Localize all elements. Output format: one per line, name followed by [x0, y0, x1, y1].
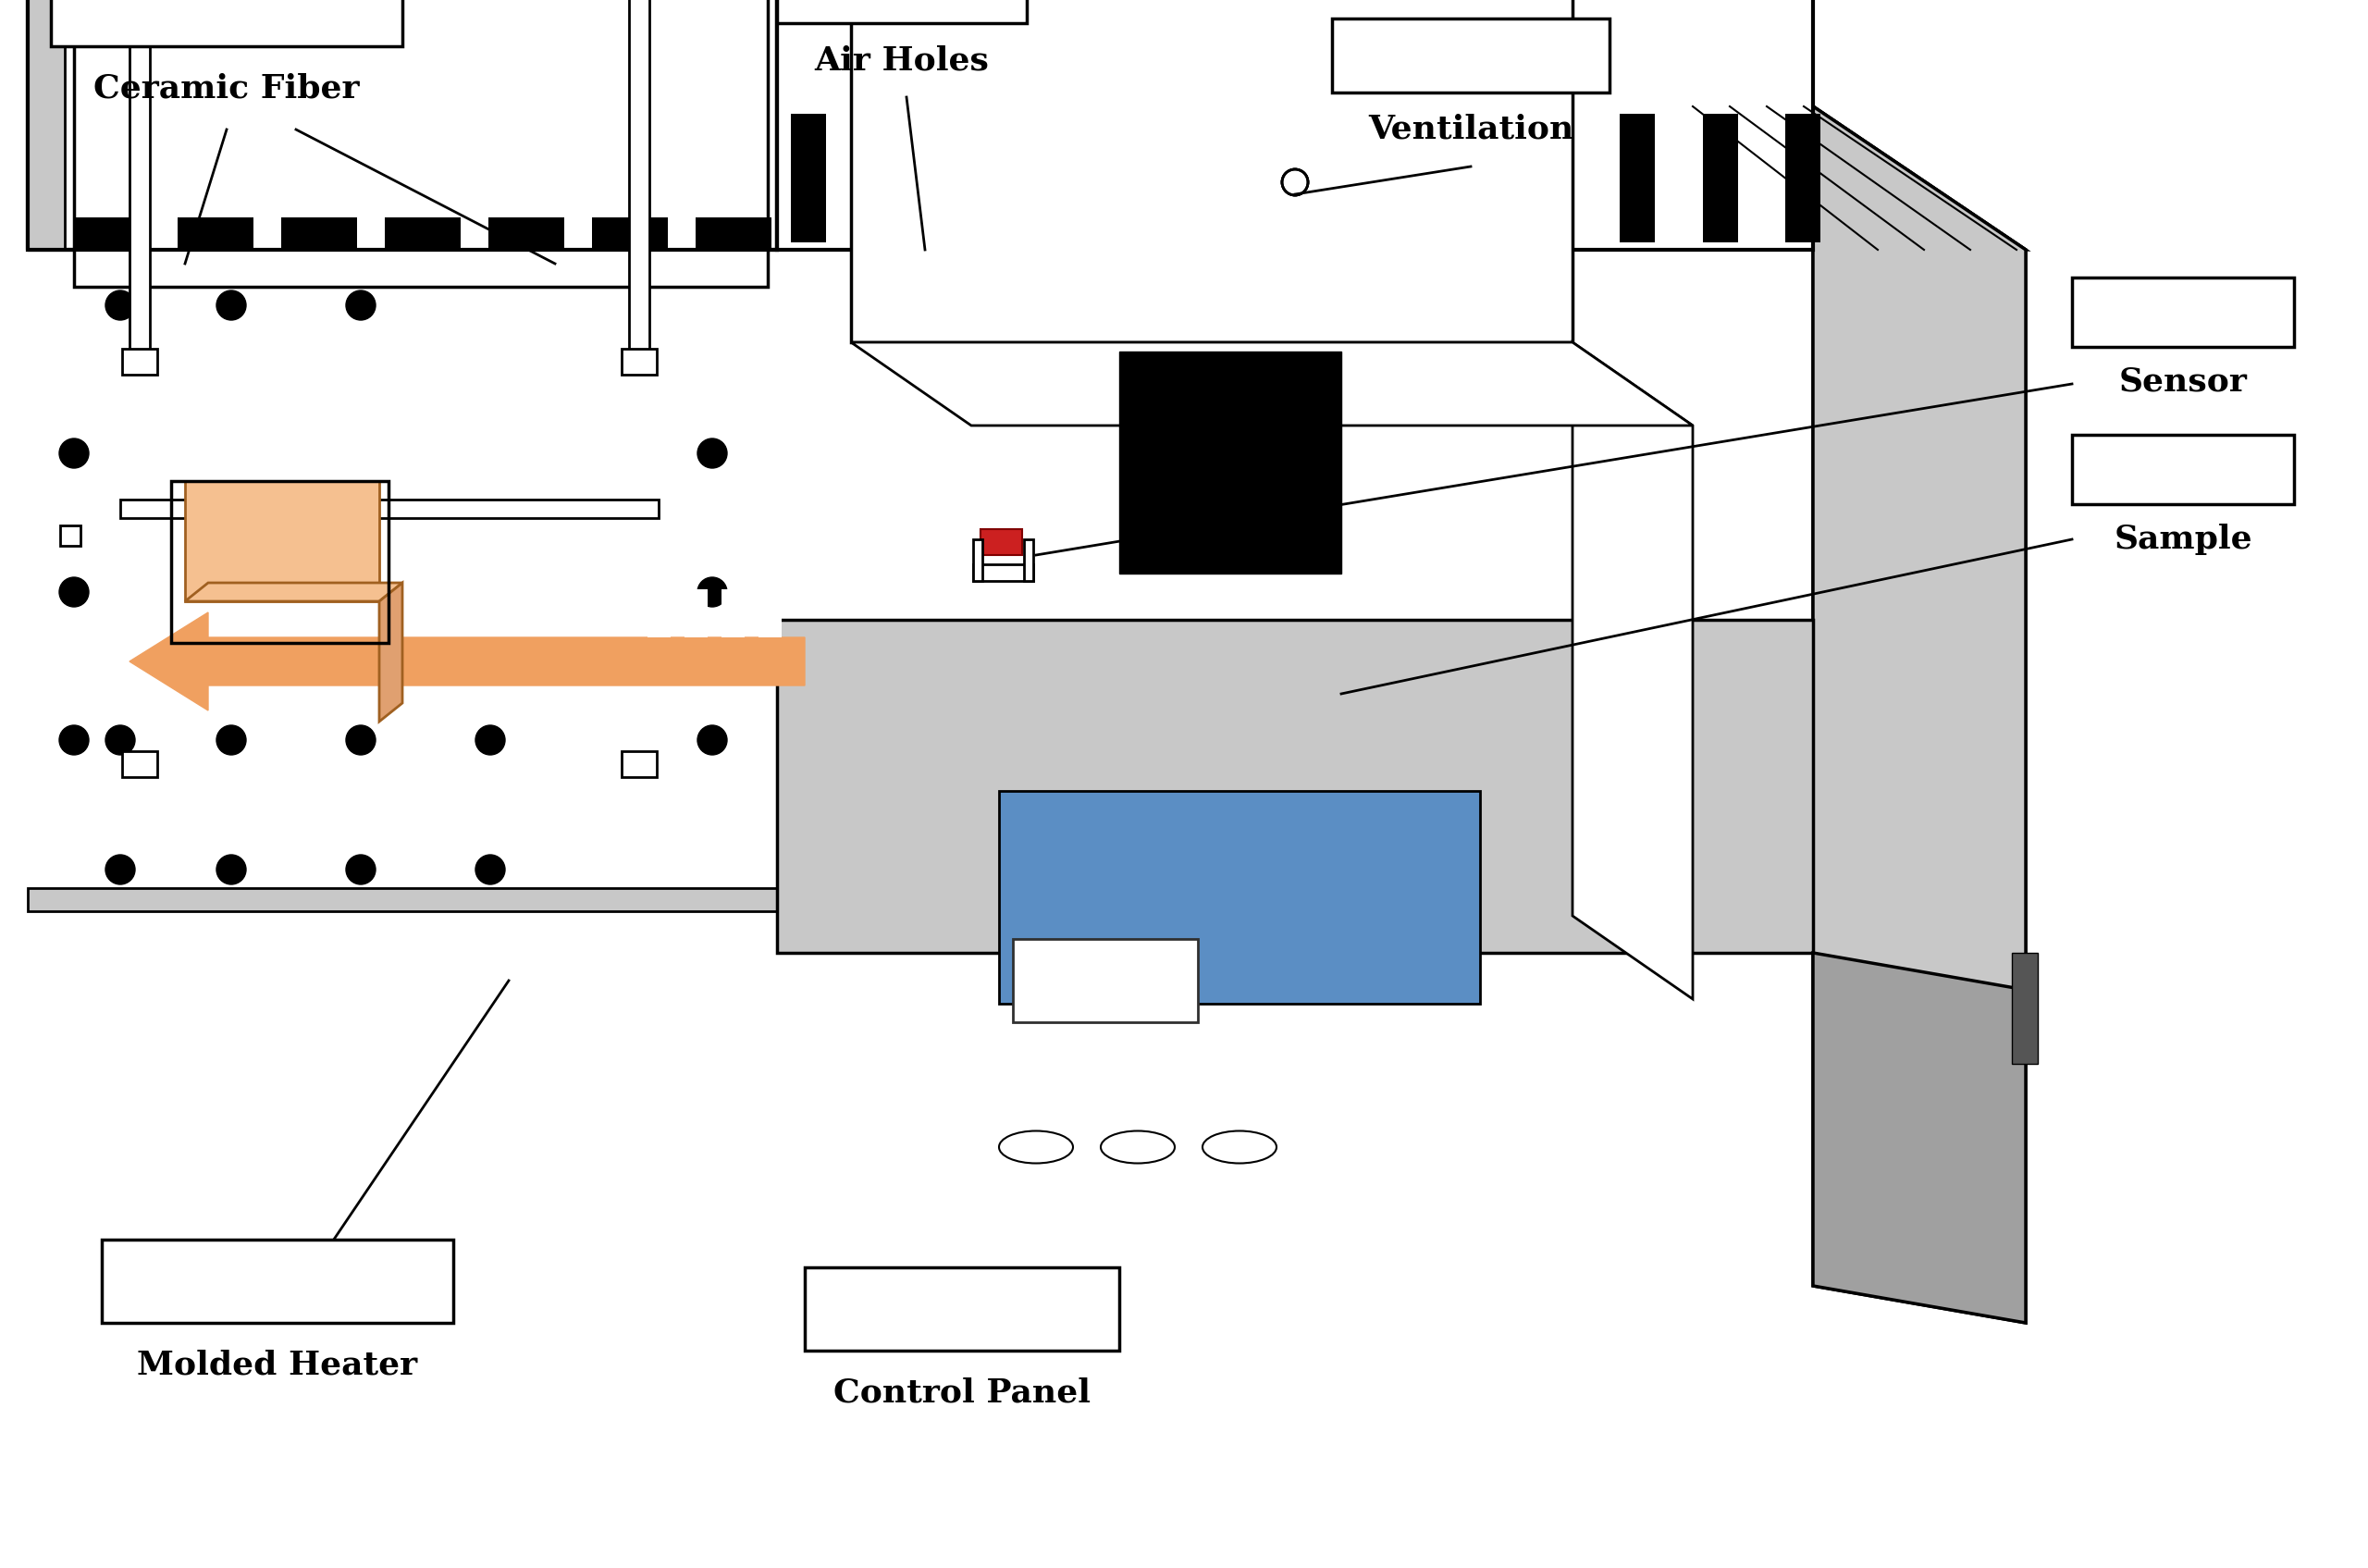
- Polygon shape: [957, 114, 992, 243]
- Bar: [2072, 434, 2295, 505]
- Circle shape: [346, 855, 377, 884]
- Circle shape: [346, 726, 377, 754]
- Bar: [185, 481, 379, 601]
- Bar: [28, 887, 777, 911]
- Polygon shape: [379, 583, 403, 721]
- Bar: [2013, 953, 2039, 1063]
- Bar: [620, 348, 656, 375]
- Polygon shape: [1814, 953, 2025, 1323]
- Bar: [73, 218, 149, 249]
- Bar: [73, 0, 767, 287]
- Bar: [1023, 539, 1032, 582]
- Polygon shape: [1703, 114, 1738, 243]
- Bar: [282, 218, 358, 249]
- Ellipse shape: [1203, 1131, 1276, 1163]
- Polygon shape: [1205, 114, 1241, 243]
- Text: Molded Heater: Molded Heater: [137, 1348, 417, 1380]
- Text: Control Panel: Control Panel: [834, 1377, 1092, 1408]
- Ellipse shape: [999, 1131, 1073, 1163]
- Bar: [1014, 939, 1198, 1022]
- Circle shape: [699, 577, 727, 607]
- Bar: [850, 0, 1572, 342]
- Circle shape: [107, 726, 135, 754]
- Polygon shape: [777, 107, 2025, 249]
- Circle shape: [215, 290, 246, 320]
- Bar: [592, 218, 668, 249]
- Polygon shape: [1371, 114, 1407, 243]
- Bar: [630, 0, 649, 361]
- Circle shape: [476, 726, 504, 754]
- Bar: [130, 0, 149, 361]
- Bar: [777, 0, 1028, 24]
- Polygon shape: [1288, 114, 1324, 243]
- Bar: [28, 0, 64, 249]
- Circle shape: [215, 726, 246, 754]
- Bar: [121, 500, 658, 517]
- Circle shape: [107, 855, 135, 884]
- Bar: [488, 218, 564, 249]
- Circle shape: [107, 290, 135, 320]
- Text: Ventilation: Ventilation: [1369, 114, 1575, 146]
- Ellipse shape: [1101, 1131, 1175, 1163]
- Polygon shape: [874, 114, 909, 243]
- Bar: [123, 348, 156, 375]
- Polygon shape: [1454, 114, 1489, 243]
- Bar: [2072, 278, 2295, 347]
- Bar: [102, 1240, 452, 1323]
- Bar: [758, 590, 781, 637]
- Bar: [722, 590, 744, 637]
- Bar: [980, 528, 1023, 555]
- Polygon shape: [791, 114, 826, 243]
- Bar: [28, 0, 777, 249]
- Bar: [684, 590, 708, 637]
- Circle shape: [59, 726, 90, 754]
- Bar: [50, 0, 403, 45]
- Bar: [646, 590, 670, 637]
- Bar: [28, 0, 777, 249]
- Bar: [973, 539, 983, 582]
- Text: Air Holes: Air Holes: [815, 44, 990, 75]
- Bar: [805, 1267, 1120, 1350]
- Circle shape: [59, 439, 90, 469]
- Circle shape: [346, 290, 377, 320]
- Polygon shape: [1122, 114, 1158, 243]
- Polygon shape: [1785, 114, 1821, 243]
- Circle shape: [699, 439, 727, 469]
- Polygon shape: [1537, 114, 1572, 243]
- Bar: [170, 481, 388, 643]
- Circle shape: [59, 577, 90, 607]
- Text: Ceramic Fiber: Ceramic Fiber: [95, 72, 360, 103]
- Polygon shape: [1814, 107, 2025, 1323]
- Circle shape: [476, 855, 504, 884]
- Polygon shape: [1572, 342, 1693, 999]
- Circle shape: [1281, 169, 1307, 194]
- Bar: [178, 218, 253, 249]
- Polygon shape: [1814, 107, 2025, 985]
- Circle shape: [1281, 169, 1307, 194]
- Bar: [620, 751, 656, 778]
- Bar: [696, 218, 772, 249]
- Polygon shape: [1040, 114, 1075, 243]
- Bar: [1120, 351, 1340, 574]
- Text: Sensor: Sensor: [2119, 365, 2247, 397]
- Polygon shape: [850, 342, 1693, 425]
- Bar: [999, 790, 1480, 1004]
- Bar: [973, 564, 1032, 582]
- Bar: [777, 619, 1814, 953]
- Bar: [384, 218, 462, 249]
- Polygon shape: [130, 613, 805, 710]
- Circle shape: [215, 855, 246, 884]
- Bar: [1331, 19, 1610, 93]
- Bar: [777, 0, 1814, 249]
- Text: Sample: Sample: [2115, 524, 2252, 555]
- Bar: [59, 525, 81, 546]
- Circle shape: [699, 726, 727, 754]
- Polygon shape: [1620, 114, 1655, 243]
- Bar: [123, 751, 156, 778]
- Polygon shape: [185, 583, 403, 601]
